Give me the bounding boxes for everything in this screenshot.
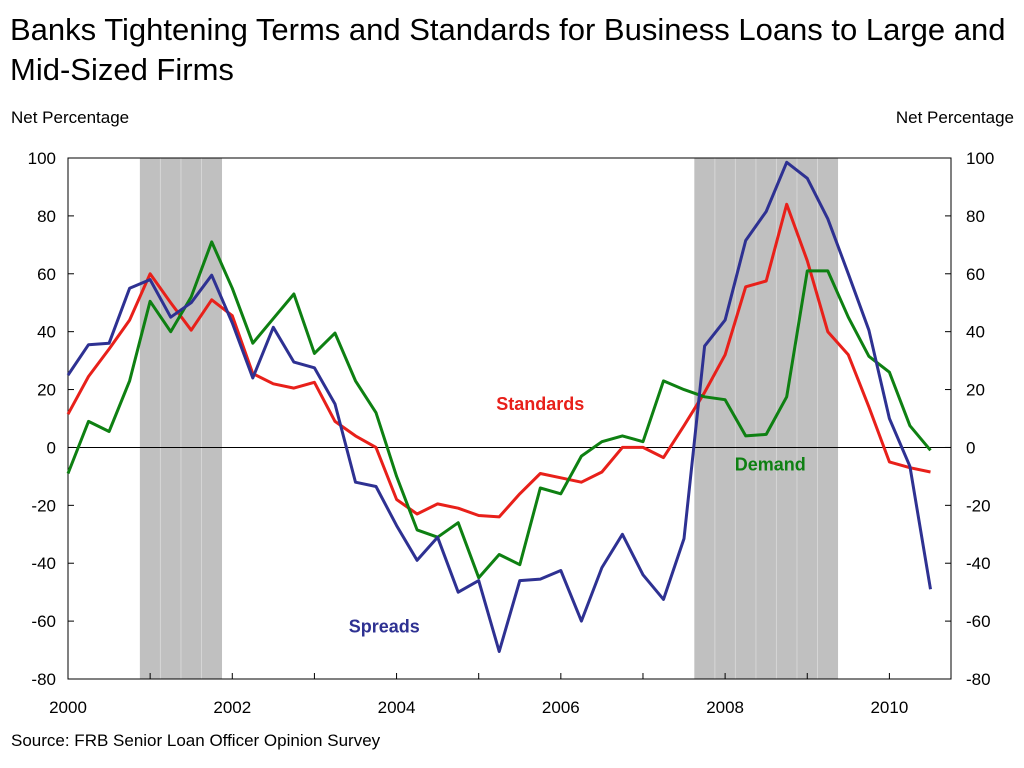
y-tick-label-right: 60 (966, 265, 985, 284)
y-tick-label-left: -80 (31, 670, 56, 689)
y-tick-label-right: -80 (966, 670, 991, 689)
y-tick-label-right: -60 (966, 612, 991, 631)
x-tick-label: 2000 (49, 698, 87, 717)
x-tick-label: 2002 (213, 698, 251, 717)
x-tick-label: 2010 (870, 698, 908, 717)
plot-frame (67, 157, 952, 680)
x-tick-label: 2004 (378, 698, 416, 717)
left-axis-unit-label: Net Percentage (11, 108, 130, 127)
y-tick-label-right: 0 (966, 438, 975, 457)
y-tick-label-left: -40 (31, 554, 56, 573)
y-tick-label-right: 20 (966, 381, 985, 400)
y-tick-label-right: -40 (966, 554, 991, 573)
series-label-demand: Demand (735, 455, 806, 475)
y-tick-label-right: 80 (966, 207, 985, 226)
series-label-spreads: Spreads (349, 617, 420, 637)
x-tick-label: 2006 (542, 698, 580, 717)
y-tick-label-left: 60 (37, 265, 56, 284)
x-tick-label: 2008 (706, 698, 744, 717)
source-note: Source: FRB Senior Loan Officer Opinion … (11, 731, 381, 750)
y-tick-label-left: -60 (31, 612, 56, 631)
series-line-standards (66, 202, 931, 519)
series-line-demand (66, 240, 932, 580)
y-tick-label-left: 0 (47, 438, 56, 457)
y-tick-label-left: 80 (37, 207, 56, 226)
y-tick-label-right: -20 (966, 496, 991, 515)
right-axis-unit-label: Net Percentage (895, 108, 1014, 127)
chart-title: Banks Tightening Terms and Standards for… (10, 12, 1006, 87)
series-line-spreads (66, 160, 932, 653)
recession-shading (694, 158, 839, 679)
y-tick-label-left: 20 (37, 381, 56, 400)
y-tick-label-right: 40 (966, 323, 985, 342)
y-tick-label-right: 100 (966, 149, 994, 168)
y-tick-label-left: 40 (37, 323, 56, 342)
y-tick-label-left: 100 (28, 149, 56, 168)
y-tick-label-left: -20 (31, 496, 56, 515)
series-label-standards: Standards (496, 394, 584, 414)
